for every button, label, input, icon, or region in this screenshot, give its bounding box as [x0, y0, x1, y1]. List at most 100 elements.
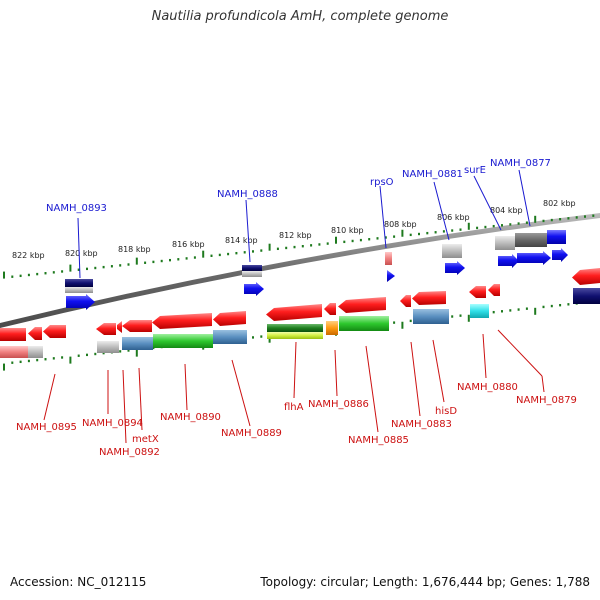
gene-bar[interactable]	[267, 324, 323, 332]
gene-bar[interactable]	[267, 332, 323, 339]
minor-tick	[459, 228, 462, 231]
gene-arrow[interactable]	[469, 286, 486, 298]
gene-bar[interactable]	[442, 244, 462, 258]
minor-tick	[218, 253, 221, 257]
minor-tick	[509, 309, 512, 312]
gene-bar[interactable]	[326, 321, 338, 335]
gene-arrow[interactable]	[43, 325, 66, 338]
gene-bar[interactable]	[28, 346, 43, 358]
major-tick	[534, 307, 537, 315]
minor-tick	[77, 268, 80, 271]
gene-arrow[interactable]	[412, 291, 446, 305]
minor-tick	[86, 353, 88, 357]
gene-arrow[interactable]	[338, 297, 386, 313]
major-tick	[467, 314, 470, 322]
minor-tick	[252, 250, 254, 253]
minor-tick	[94, 352, 97, 356]
gene-label[interactable]: NAMH_0880	[457, 382, 518, 393]
gene-bar[interactable]	[470, 304, 489, 318]
gene-arrow[interactable]	[552, 248, 568, 262]
gene-label[interactable]: NAMH_0877	[490, 158, 551, 169]
gene-label[interactable]: NAMH_0881	[402, 169, 463, 180]
gene-arrow[interactable]	[488, 284, 500, 296]
gene-arrow[interactable]	[324, 303, 336, 315]
major-tick	[69, 264, 72, 272]
gene-bar[interactable]	[65, 279, 93, 287]
gene-arrow[interactable]	[122, 320, 152, 332]
gene-bar[interactable]	[413, 309, 449, 324]
gene-arrow[interactable]	[152, 313, 212, 329]
gene-label[interactable]: hisD	[435, 406, 457, 417]
minor-tick	[52, 271, 55, 274]
gene-bar[interactable]	[515, 233, 547, 247]
minor-tick	[235, 251, 238, 255]
gene-label[interactable]: NAMH_0890	[160, 412, 221, 423]
gene-arrow[interactable]	[387, 270, 395, 282]
minor-tick	[44, 272, 47, 275]
gene-label[interactable]: NAMH_0886	[308, 399, 369, 410]
scale-label: 816 kbp	[172, 240, 205, 249]
gene-arrow[interactable]	[572, 268, 600, 285]
minor-tick	[517, 308, 520, 311]
gene-arrow[interactable]	[266, 304, 322, 321]
major-tick	[467, 222, 470, 230]
gene-arrow[interactable]	[117, 321, 122, 333]
gene-label[interactable]: NAMH_0892	[99, 447, 160, 458]
gene-label[interactable]: NAMH_0895	[16, 422, 77, 433]
gene-arrow[interactable]	[400, 295, 411, 307]
gene-arrow[interactable]	[498, 254, 519, 268]
gene-bar[interactable]	[213, 330, 247, 344]
minor-tick	[384, 236, 387, 239]
major-tick	[3, 363, 5, 371]
gene-label[interactable]: metX	[132, 434, 159, 445]
gene-bar[interactable]	[339, 316, 389, 331]
gene-label[interactable]: NAMH_0879	[516, 395, 577, 406]
gene-arrow[interactable]	[96, 323, 116, 335]
gene-arrow[interactable]	[517, 251, 551, 265]
gene-bar[interactable]	[97, 341, 119, 353]
gene-bar[interactable]	[153, 334, 213, 348]
gene-label[interactable]: NAMH_0888	[217, 189, 278, 200]
gene-bar[interactable]	[242, 265, 262, 271]
gene-bar[interactable]	[547, 230, 566, 244]
gene-arrow[interactable]	[445, 261, 465, 275]
minor-tick	[434, 231, 437, 234]
gene-arrow[interactable]	[213, 311, 246, 326]
scale-label: 802 kbp	[543, 199, 576, 208]
minor-tick	[110, 265, 113, 268]
gene-label[interactable]: NAMH_0885	[348, 435, 409, 446]
minor-tick	[492, 224, 495, 228]
gene-label[interactable]: NAMH_0894	[82, 418, 143, 429]
major-tick	[268, 335, 271, 343]
gene-bar[interactable]	[385, 252, 392, 265]
gene-label[interactable]: NAMH_0883	[391, 419, 452, 430]
gene-bar[interactable]	[573, 288, 600, 304]
gene-arrow[interactable]	[244, 282, 264, 296]
gene-label[interactable]: flhA	[284, 402, 304, 413]
gene-arrow[interactable]	[0, 328, 26, 341]
minor-tick	[61, 270, 64, 273]
gene-label[interactable]: surE	[464, 165, 486, 176]
minor-tick	[343, 240, 346, 244]
gene-arrow[interactable]	[28, 327, 42, 340]
minor-tick	[451, 229, 454, 232]
gene-label[interactable]: NAMH_0893	[46, 203, 107, 214]
gene-bar[interactable]	[65, 287, 93, 293]
minor-tick	[376, 237, 379, 240]
minor-tick	[484, 225, 487, 229]
gene-arrow[interactable]	[66, 294, 95, 310]
gene-label[interactable]: NAMH_0889	[221, 428, 282, 439]
forward-gene-labels: NAMH_0893 NAMH_0888 rpsO NAMH_0881 surE …	[46, 158, 551, 214]
scale-label: 822 kbp	[12, 251, 45, 260]
forward-strand-genes	[65, 230, 600, 310]
gene-bar[interactable]	[495, 236, 515, 250]
minor-tick	[94, 266, 97, 270]
major-tick	[135, 349, 138, 357]
gene-bar[interactable]	[242, 271, 262, 277]
gene-bar[interactable]	[122, 337, 153, 350]
gene-label[interactable]: rpsO	[370, 177, 394, 188]
minor-tick	[177, 258, 180, 261]
minor-tick	[61, 356, 64, 359]
minor-tick	[243, 251, 246, 254]
gene-bar[interactable]	[0, 346, 28, 358]
